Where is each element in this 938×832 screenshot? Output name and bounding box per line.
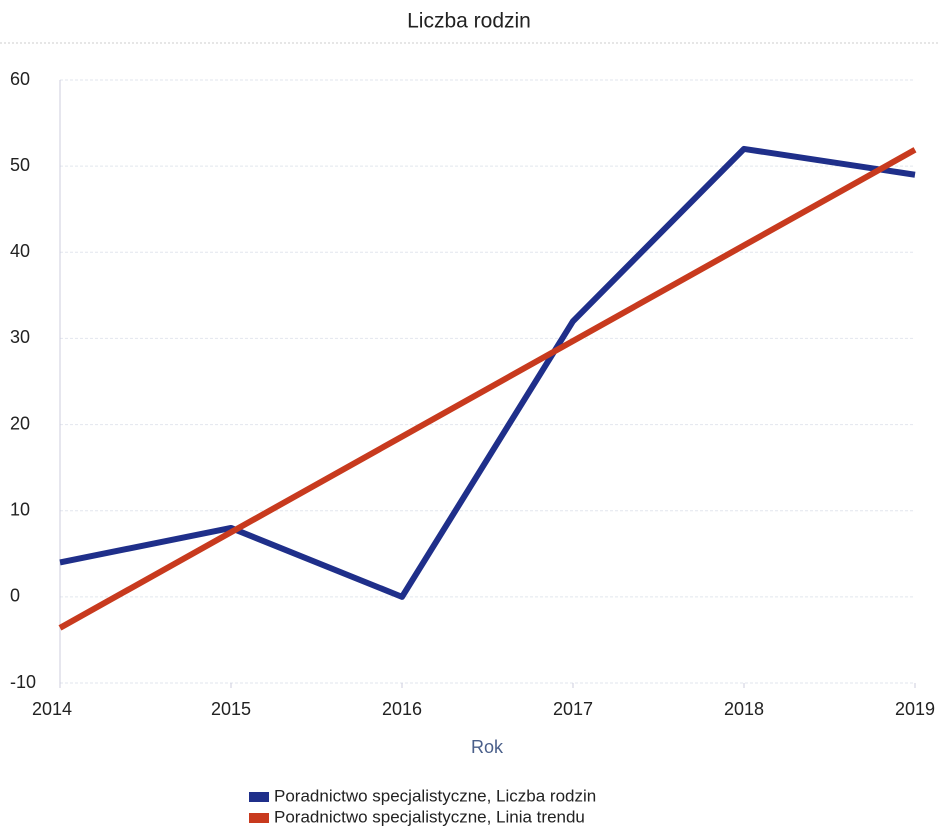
legend-label: Poradnictwo specjalistyczne, Linia trend…: [274, 807, 585, 826]
y-tick-label: 0: [10, 586, 20, 606]
y-tick-label: 30: [10, 327, 30, 347]
x-axis-label: Rok: [471, 737, 504, 757]
y-tick-label: 10: [10, 499, 30, 519]
x-tick-label: 2019: [895, 699, 935, 719]
x-tick-label: 2018: [724, 699, 764, 719]
x-tick-label: 2017: [553, 699, 593, 719]
y-tick-label: -10: [10, 672, 36, 692]
y-tick-label: 40: [10, 241, 30, 261]
y-tick-label: 20: [10, 413, 30, 433]
y-tick-label: 60: [10, 69, 30, 89]
y-tick-label: 50: [10, 155, 30, 175]
chart-title: Liczba rodzin: [407, 10, 531, 33]
series-line: [58, 147, 917, 631]
series-line: [59, 145, 916, 600]
x-tick-label: 2015: [211, 699, 251, 719]
legend-label: Poradnictwo specjalistyczne, Liczba rodz…: [274, 786, 596, 805]
legend-swatch: [249, 792, 269, 802]
legend-swatch: [249, 813, 269, 823]
x-tick-label: 2014: [32, 699, 72, 719]
x-tick-label: 2016: [382, 699, 422, 719]
